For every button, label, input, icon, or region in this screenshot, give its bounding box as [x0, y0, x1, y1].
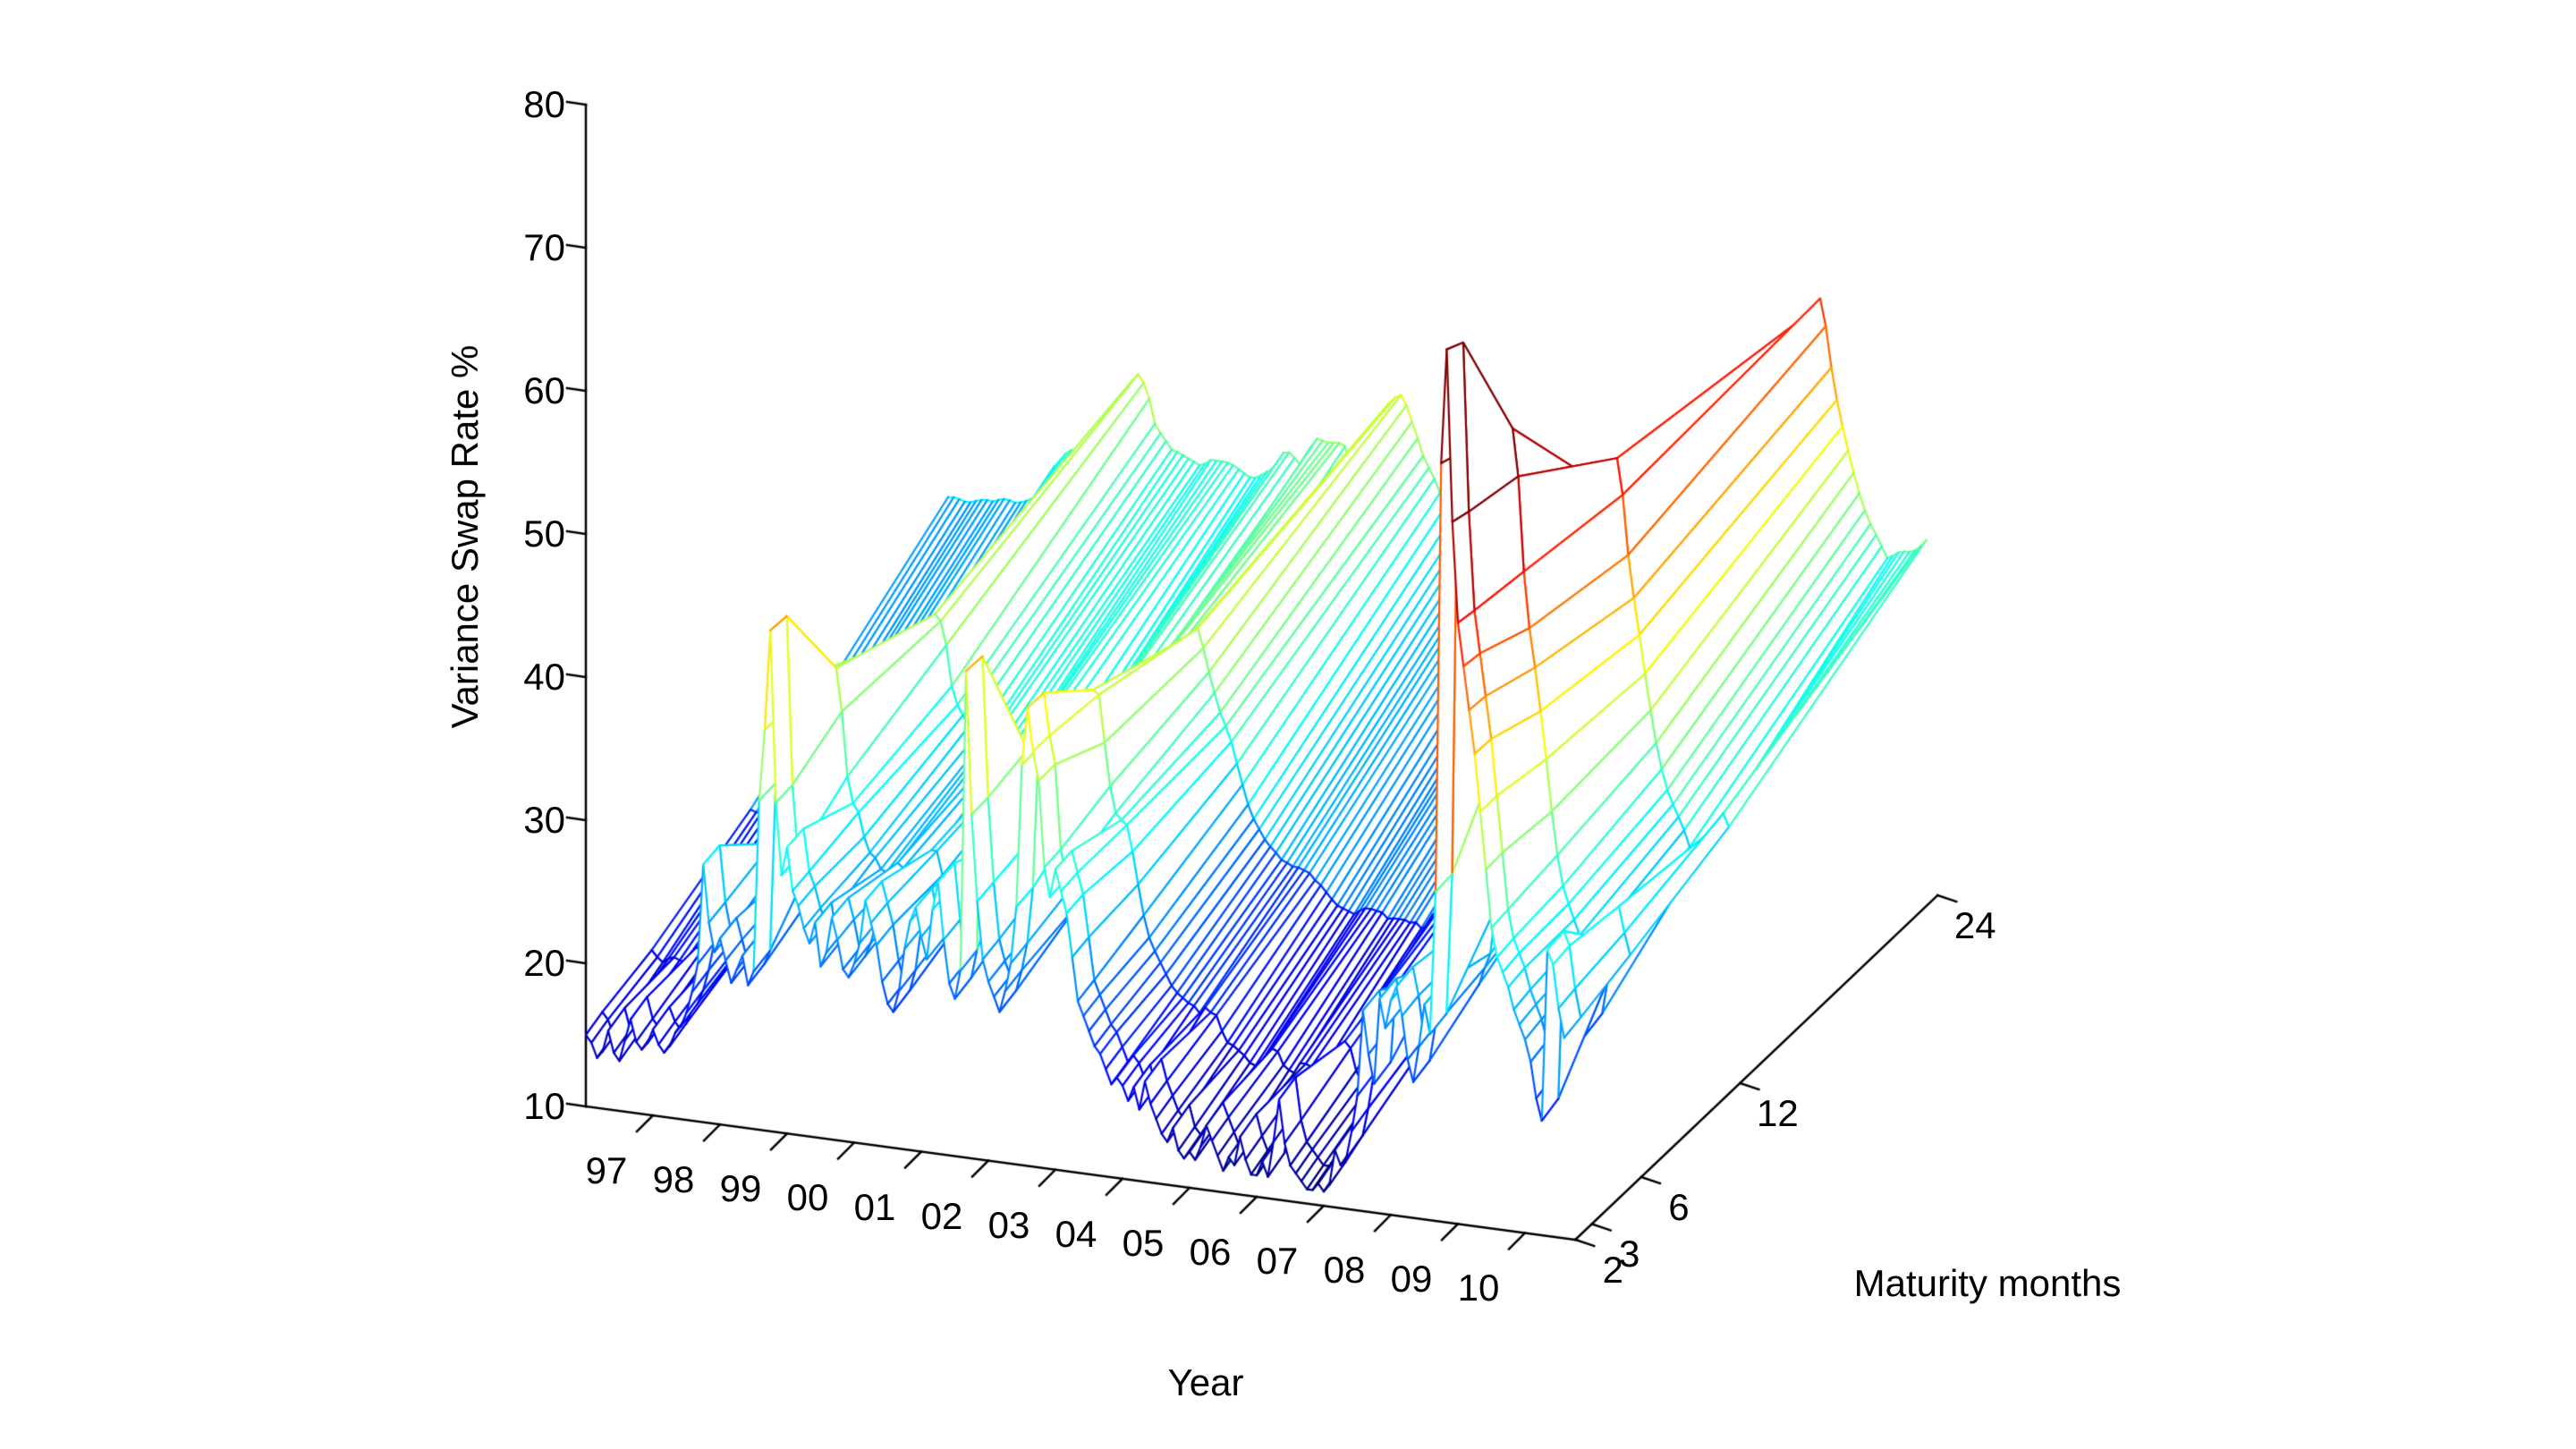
x-tick-label: 07: [1256, 1240, 1299, 1283]
maturity-tick-label: 24: [1953, 903, 1996, 946]
maturity-axis-title: Maturity months: [1853, 1262, 2122, 1304]
x-tick-label: 02: [920, 1194, 963, 1237]
x-tick-label: 09: [1390, 1258, 1433, 1301]
z-tick-label: 30: [523, 799, 565, 841]
x-tick-label: 03: [987, 1203, 1030, 1246]
x-tick-label: 04: [1055, 1212, 1097, 1255]
z-tick-label: 20: [523, 942, 565, 984]
x-tick-label: 98: [652, 1158, 695, 1201]
maturity-tick-label: 2: [1602, 1248, 1623, 1291]
maturity-tick-label: 12: [1756, 1091, 1799, 1134]
maturity-tick-label: 6: [1668, 1185, 1690, 1228]
z-tick-label: 10: [523, 1085, 565, 1127]
z-tick-label: 80: [523, 83, 565, 125]
x-tick-label: 99: [719, 1167, 762, 1210]
z-tick-label: 70: [523, 226, 565, 268]
z-tick-label: 40: [523, 656, 565, 698]
z-tick-label: 50: [523, 513, 565, 555]
x-tick-label: 01: [853, 1185, 896, 1228]
x-tick-label: 06: [1189, 1231, 1232, 1273]
x-tick-label: 10: [1457, 1267, 1500, 1309]
x-tick-label: 97: [585, 1149, 628, 1192]
x-tick-label: 08: [1323, 1249, 1366, 1292]
x-tick-label: 00: [786, 1176, 829, 1219]
z-axis-title: Variance Swap Rate %: [444, 344, 486, 729]
z-tick-label: 60: [523, 369, 565, 411]
maturity-tick-label: 3: [1618, 1233, 1640, 1275]
x-tick-label: 05: [1122, 1221, 1165, 1264]
x-axis-title: Year: [1167, 1361, 1244, 1403]
